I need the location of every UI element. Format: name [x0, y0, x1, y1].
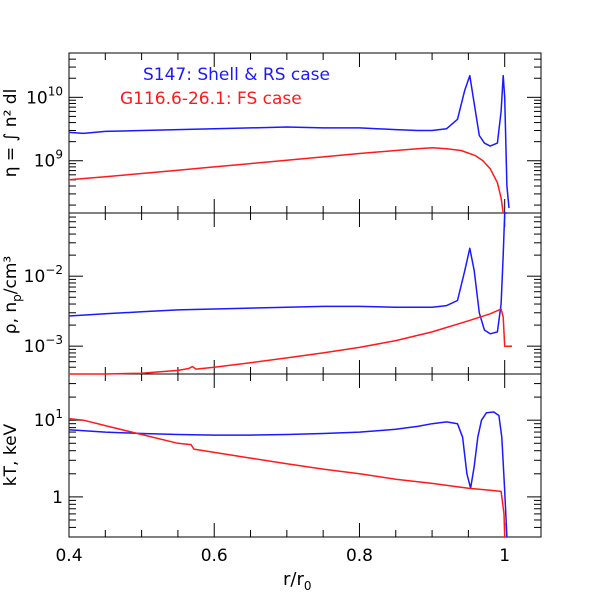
y-axis-label-main: ρ, n — [1, 302, 21, 334]
y-tick-label-base: 10 — [34, 411, 56, 431]
y-tick-label: 1 — [52, 488, 63, 508]
x-tick-label: 0.6 — [201, 546, 228, 566]
series-line-red-0 — [68, 147, 504, 214]
y-tick-label: 10−2 — [24, 263, 63, 287]
series-line-red-1 — [69, 308, 512, 375]
y-tick-label-exp: 1 — [55, 407, 63, 421]
x-tick-label: 1 — [499, 546, 510, 566]
y-axis-label-2: kT, keV — [1, 423, 21, 486]
x-tick-label: 0.8 — [346, 546, 373, 566]
x-axis-label-sub: 0 — [304, 579, 312, 593]
y-tick-label-base: 10 — [34, 152, 56, 172]
y-tick-label: 1010 — [26, 84, 63, 108]
legend-blue: S147: Shell & RS case — [143, 65, 330, 85]
panel-frame-1 — [68, 212, 542, 375]
y-tick-label-exp: −2 — [45, 263, 63, 277]
series-line-blue-0 — [68, 74, 510, 209]
y-tick-label-base: 10 — [24, 337, 46, 357]
y-axis-label-0: η = ∫ n² dl — [1, 89, 21, 178]
y-tick-label: 10−3 — [24, 333, 63, 357]
x-tick-label: 0.4 — [55, 546, 82, 566]
panel-frames — [68, 52, 542, 538]
y-tick-label-exp: 10 — [48, 84, 63, 98]
y-axis-label-sub: p — [10, 294, 24, 302]
y-tick-label: 101 — [34, 407, 63, 431]
y-tick-label-base: 10 — [26, 88, 48, 108]
series-line-blue-2 — [68, 411, 508, 538]
y-tick-label: 109 — [34, 148, 63, 172]
y-tick-label-base: 10 — [24, 267, 46, 287]
series-lines — [68, 74, 512, 538]
y-tick-label-base: 1 — [52, 488, 63, 508]
y-tick-label-exp: 9 — [55, 148, 63, 162]
x-axis-label: r/r0 — [283, 569, 312, 593]
y-tick-label-exp: −3 — [45, 333, 63, 347]
y-axis-label-tail: /cm³ — [1, 256, 21, 294]
legend-red: G116.6-26.1: FS case — [120, 89, 302, 109]
y-axis-label-1: ρ, np/cm³ — [1, 256, 24, 334]
axis-ticks — [68, 52, 542, 538]
series-line-red-2 — [68, 417, 506, 538]
panel-frame-2 — [68, 373, 542, 538]
series-line-blue-1 — [68, 212, 507, 335]
